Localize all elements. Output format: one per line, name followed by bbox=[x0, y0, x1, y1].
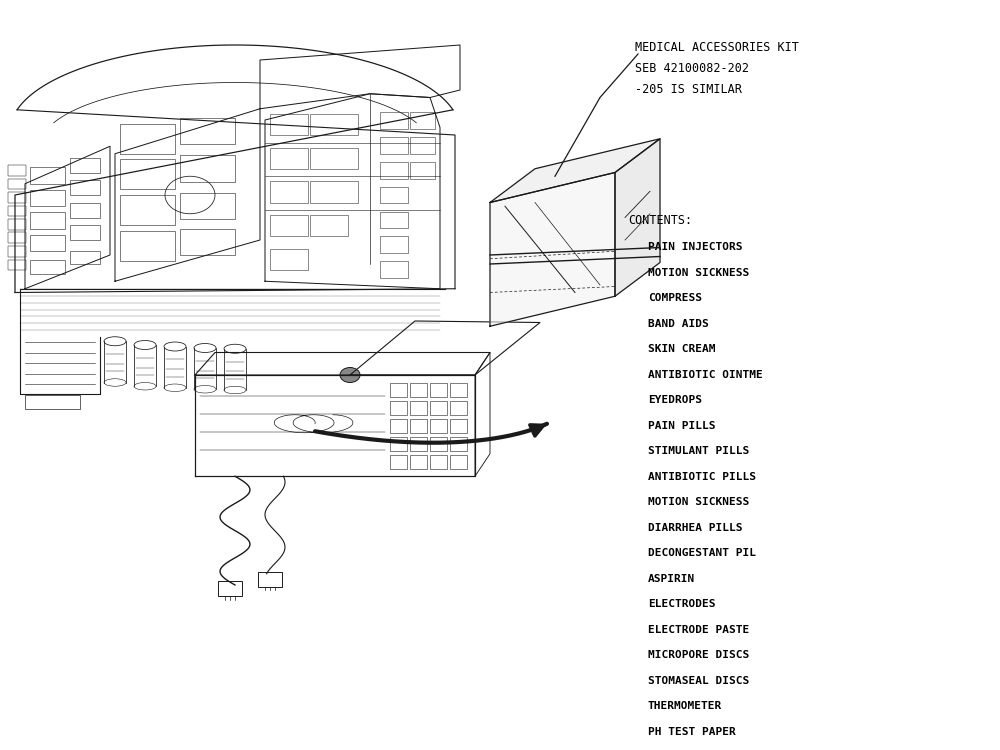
Bar bbox=[8, 192, 26, 202]
Bar bbox=[30, 167, 65, 184]
Bar bbox=[8, 232, 26, 243]
Bar bbox=[450, 419, 467, 433]
Bar bbox=[30, 190, 65, 206]
Bar bbox=[430, 383, 447, 397]
Bar bbox=[270, 249, 308, 270]
Bar bbox=[8, 260, 26, 270]
Text: EYEDROPS: EYEDROPS bbox=[648, 395, 702, 405]
Bar bbox=[450, 437, 467, 451]
Text: DECONGESTANT PIL: DECONGESTANT PIL bbox=[648, 548, 756, 558]
Bar bbox=[8, 178, 26, 189]
Bar bbox=[8, 206, 26, 216]
Bar bbox=[270, 215, 308, 236]
Bar bbox=[380, 236, 408, 253]
Text: SEB 42100082-202: SEB 42100082-202 bbox=[635, 62, 749, 75]
Text: COMPRESS: COMPRESS bbox=[648, 293, 702, 303]
Bar bbox=[258, 572, 282, 586]
Bar bbox=[8, 165, 26, 176]
Text: MEDICAL ACCESSORIES KIT: MEDICAL ACCESSORIES KIT bbox=[635, 41, 799, 54]
Bar bbox=[380, 137, 408, 154]
Bar bbox=[410, 419, 427, 433]
Bar bbox=[310, 148, 358, 169]
Bar bbox=[380, 112, 408, 129]
Bar bbox=[70, 180, 100, 195]
Text: ASPIRIN: ASPIRIN bbox=[648, 574, 695, 584]
Bar bbox=[430, 437, 447, 451]
Text: BAND AIDS: BAND AIDS bbox=[648, 319, 709, 328]
Bar bbox=[8, 246, 26, 256]
Bar bbox=[390, 401, 407, 415]
Bar bbox=[270, 114, 308, 135]
Bar bbox=[120, 159, 175, 189]
Text: ELECTRODE PASTE: ELECTRODE PASTE bbox=[648, 625, 749, 634]
Bar bbox=[380, 162, 408, 178]
Polygon shape bbox=[490, 172, 615, 326]
Polygon shape bbox=[490, 139, 660, 202]
Bar bbox=[70, 225, 100, 240]
Text: THERMOMETER: THERMOMETER bbox=[648, 701, 722, 711]
Bar bbox=[70, 202, 100, 217]
Bar bbox=[180, 229, 235, 255]
Bar bbox=[390, 383, 407, 397]
Bar bbox=[380, 187, 408, 203]
Text: STIMULANT PILLS: STIMULANT PILLS bbox=[648, 446, 749, 456]
Bar bbox=[180, 118, 235, 144]
Bar bbox=[380, 261, 408, 278]
Bar bbox=[310, 114, 358, 135]
Text: ANTIBIOTIC PILLS: ANTIBIOTIC PILLS bbox=[648, 472, 756, 482]
Bar bbox=[430, 419, 447, 433]
Bar bbox=[410, 162, 435, 178]
Bar bbox=[270, 148, 308, 169]
Text: PH TEST PAPER: PH TEST PAPER bbox=[648, 727, 736, 736]
Bar bbox=[390, 419, 407, 433]
Bar bbox=[25, 395, 80, 409]
Bar bbox=[390, 455, 407, 469]
Bar bbox=[180, 155, 235, 182]
Text: MOTION SICKNESS: MOTION SICKNESS bbox=[648, 268, 749, 278]
Bar bbox=[120, 231, 175, 261]
Bar bbox=[8, 219, 26, 230]
Bar bbox=[450, 455, 467, 469]
Bar bbox=[410, 137, 435, 154]
Bar bbox=[450, 383, 467, 397]
Bar bbox=[410, 112, 435, 129]
Bar bbox=[310, 182, 358, 203]
Bar bbox=[218, 581, 242, 596]
Bar bbox=[30, 212, 65, 229]
Bar bbox=[120, 124, 175, 154]
Bar bbox=[450, 401, 467, 415]
Text: STOMASEAL DISCS: STOMASEAL DISCS bbox=[648, 676, 749, 686]
Bar bbox=[30, 235, 65, 251]
Text: PAIN PILLS: PAIN PILLS bbox=[648, 421, 716, 430]
Bar bbox=[30, 260, 65, 274]
Text: ELECTRODES: ELECTRODES bbox=[648, 599, 716, 609]
Bar bbox=[310, 215, 348, 236]
Bar bbox=[430, 455, 447, 469]
Text: MOTION SICKNESS: MOTION SICKNESS bbox=[648, 497, 749, 507]
Bar bbox=[410, 437, 427, 451]
Bar bbox=[70, 251, 100, 264]
Text: ANTIBIOTIC OINTME: ANTIBIOTIC OINTME bbox=[648, 370, 763, 380]
Text: MICROPORE DISCS: MICROPORE DISCS bbox=[648, 650, 749, 660]
Circle shape bbox=[340, 368, 360, 382]
Text: CONTENTS:: CONTENTS: bbox=[628, 214, 692, 226]
Text: SKIN CREAM: SKIN CREAM bbox=[648, 344, 716, 354]
Text: DIARRHEA PILLS: DIARRHEA PILLS bbox=[648, 523, 742, 532]
Bar bbox=[390, 437, 407, 451]
Bar bbox=[70, 158, 100, 172]
Bar bbox=[430, 401, 447, 415]
Bar bbox=[270, 182, 308, 203]
Bar bbox=[380, 211, 408, 228]
Bar bbox=[180, 193, 235, 219]
Bar bbox=[410, 455, 427, 469]
Bar bbox=[410, 401, 427, 415]
Text: PAIN INJECTORS: PAIN INJECTORS bbox=[648, 242, 742, 252]
Text: -205 IS SIMILAR: -205 IS SIMILAR bbox=[635, 83, 742, 96]
Polygon shape bbox=[615, 139, 660, 296]
Bar bbox=[120, 195, 175, 225]
Bar bbox=[410, 383, 427, 397]
